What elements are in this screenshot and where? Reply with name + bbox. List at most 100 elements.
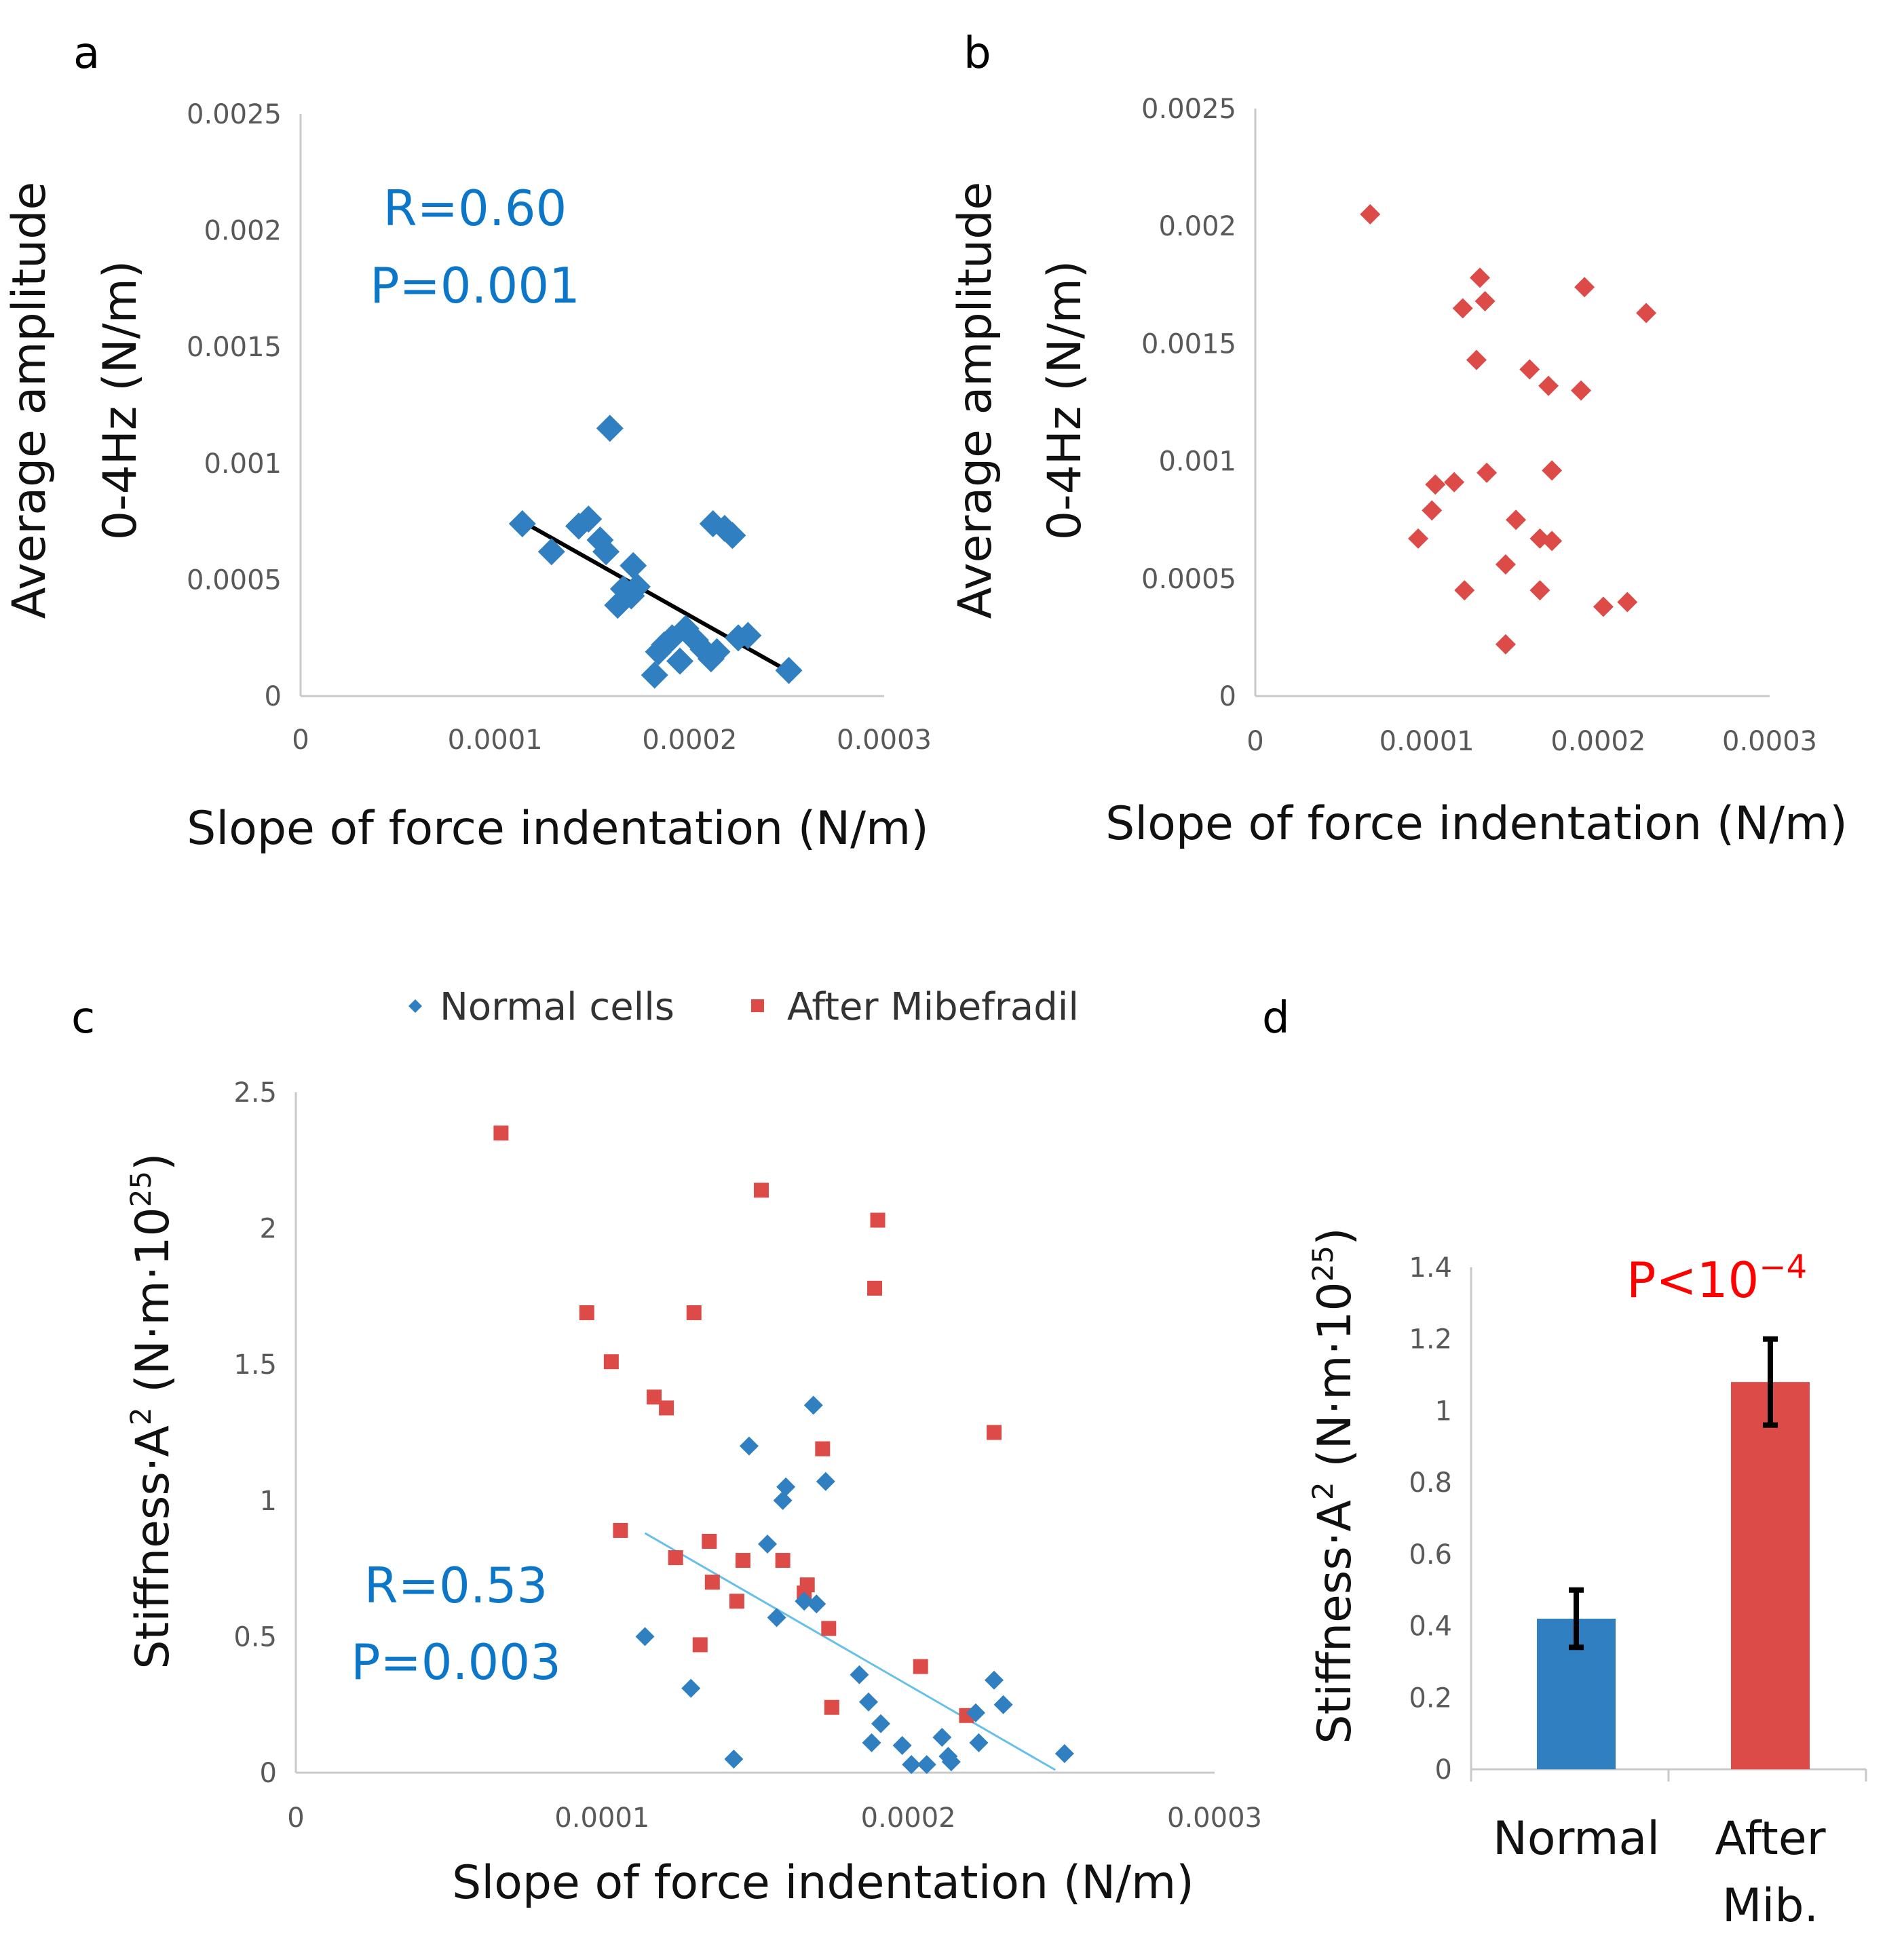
panel-a-y-tick-label: 0.002 bbox=[204, 216, 282, 247]
panel-b-point bbox=[1529, 580, 1550, 601]
panel-a-point bbox=[641, 661, 668, 689]
panel-c-x-title: Slope of force indentation (N/m) bbox=[452, 1856, 1194, 1910]
panel-c-point-mibefradil bbox=[775, 1553, 791, 1568]
panel-b-point bbox=[1425, 474, 1446, 495]
panel-d-y-tick-label: 0.6 bbox=[1409, 1539, 1452, 1571]
panel-c-point-mibefradil bbox=[799, 1577, 815, 1593]
panel-b-y-tick-label: 0.0015 bbox=[1141, 328, 1236, 360]
panel-c-points-mibefradil bbox=[493, 1125, 1002, 1723]
panel-d-bars bbox=[1537, 1336, 1810, 1769]
panel-c-point-mibefradil bbox=[870, 1212, 886, 1228]
panel-b-x-tick-label: 0.0003 bbox=[1722, 726, 1817, 757]
panel-b-point bbox=[1542, 460, 1563, 481]
panel-c-point-normal bbox=[993, 1695, 1013, 1714]
panel-c-point-normal bbox=[941, 1752, 961, 1771]
panel-b-y-tick-label: 0.0005 bbox=[1141, 564, 1236, 595]
panel-c-point-normal bbox=[795, 1592, 814, 1611]
panel-a-point bbox=[596, 415, 624, 442]
panel-c-point-normal bbox=[816, 1471, 835, 1491]
panel-c-point-normal bbox=[850, 1665, 869, 1684]
panel-c-point-normal bbox=[635, 1627, 655, 1646]
panel-c-point-normal bbox=[758, 1534, 778, 1554]
panel-c-point-normal bbox=[871, 1714, 891, 1733]
panel-c-x-ticks: 0 0.0001 0.0002 0.0003 bbox=[287, 1803, 1262, 1834]
panel-b-y-tick-label: 0.001 bbox=[1158, 446, 1236, 478]
panel-c-point-normal bbox=[724, 1749, 744, 1769]
panel-b-points bbox=[1360, 204, 1657, 655]
panel-c-y-tick-label: 2 bbox=[260, 1214, 277, 1245]
panel-b-point bbox=[1477, 462, 1498, 483]
panel-c-point-normal bbox=[807, 1594, 826, 1614]
panel-a-y-tick-label: 0.0025 bbox=[187, 99, 282, 130]
panel-b-x-title: Slope of force indentation (N/m) bbox=[1105, 797, 1848, 851]
panel-a-y-ticks: 0 0.0005 0.001 0.0015 0.002 0.0025 bbox=[187, 99, 282, 712]
panel-b-point bbox=[1466, 349, 1487, 370]
panel-c-point-mibefradil bbox=[579, 1305, 594, 1320]
panel-d-y-tick-label: 1 bbox=[1435, 1395, 1452, 1427]
panel-c-y-tick-label: 0.5 bbox=[233, 1621, 277, 1653]
panel-d-category-mib: Mib. bbox=[1722, 1879, 1819, 1933]
panel-a-y-tick-label: 0.0015 bbox=[187, 332, 282, 363]
panel-c-point-mibefradil bbox=[704, 1575, 720, 1590]
panel-c-point-normal bbox=[739, 1436, 759, 1456]
panel-a-x-tick-label: 0 bbox=[292, 725, 309, 756]
panel-a-p-value: P=0.001 bbox=[370, 257, 580, 314]
panel-b-y-tick-label: 0.0025 bbox=[1141, 94, 1236, 125]
panel-b-y-tick-label: 0 bbox=[1219, 681, 1236, 712]
panel-b-point bbox=[1454, 580, 1475, 601]
panel-c-point-normal bbox=[862, 1733, 881, 1752]
panel-c-point-mibefradil bbox=[824, 1699, 839, 1715]
panel-c-point-normal bbox=[858, 1692, 878, 1712]
panel-c-point-mibefradil bbox=[613, 1522, 628, 1538]
panel-c-r-value: R=0.53 bbox=[364, 1557, 548, 1614]
panel-c-x-tick-label: 0 bbox=[287, 1803, 304, 1834]
panel-d-y-tick-label: 0.4 bbox=[1409, 1611, 1452, 1642]
panel-b-point bbox=[1506, 509, 1527, 531]
panel-c-point-mibefradil bbox=[815, 1441, 831, 1457]
panel-c-point-mibefradil bbox=[913, 1659, 928, 1674]
panel-c-point-normal bbox=[892, 1735, 912, 1755]
panel-a-x-tick-label: 0.0003 bbox=[837, 725, 932, 756]
panel-d-category-after: After bbox=[1715, 1812, 1825, 1866]
panel-c-fit-line-group bbox=[644, 1532, 1056, 1771]
panel-a-r-value: R=0.60 bbox=[383, 180, 567, 237]
panel-c-y-tick-label: 2.5 bbox=[233, 1077, 277, 1109]
panel-c-y-ticks: 0 0.5 1 1.5 2 2.5 bbox=[233, 1077, 277, 1789]
panel-b-point bbox=[1542, 531, 1563, 552]
panel-c-axes bbox=[294, 1092, 1215, 1774]
panel-c-p-value: P=0.003 bbox=[351, 1634, 561, 1691]
panel-a-x-tick-label: 0.0002 bbox=[642, 725, 737, 756]
panel-c-point-mibefradil bbox=[729, 1594, 744, 1609]
panel-c-point-normal bbox=[681, 1678, 701, 1698]
panel-d-y-tick-label: 1.2 bbox=[1409, 1324, 1452, 1355]
panel-c-point-normal bbox=[917, 1754, 936, 1774]
panel-c: c Normal cells After Mibefradil 0 0.5 1 1.5… bbox=[71, 985, 1262, 1910]
panel-c-point-mibefradil bbox=[686, 1305, 702, 1320]
panel-b-point bbox=[1474, 291, 1496, 312]
panel-c-point-mibefradil bbox=[647, 1389, 662, 1405]
panel-c-x-tick-label: 0.0002 bbox=[861, 1803, 956, 1834]
panel-c-point-normal bbox=[767, 1608, 786, 1628]
panel-b-point bbox=[1519, 359, 1540, 380]
panel-d-y-tick-label: 0.2 bbox=[1409, 1682, 1452, 1714]
bar-after-mib bbox=[1731, 1382, 1810, 1769]
panel-a-point bbox=[537, 538, 565, 566]
panel-c-point-normal bbox=[902, 1754, 921, 1774]
panel-a-y-title-line1: Average amplitude bbox=[3, 182, 56, 619]
panel-c-point-mibefradil bbox=[821, 1621, 837, 1636]
panel-a-point bbox=[575, 505, 603, 533]
panel-c-point-normal bbox=[773, 1490, 793, 1510]
panel-a-point bbox=[666, 647, 693, 675]
panel-b-point bbox=[1452, 298, 1473, 319]
panel-b-axes bbox=[1254, 109, 1770, 697]
panel-d-y-ticks: 0 0.2 0.4 0.6 0.8 1 1.2 1.4 bbox=[1409, 1252, 1452, 1786]
legend-normal-label: Normal cells bbox=[440, 985, 674, 1029]
panel-a-point bbox=[775, 657, 803, 685]
panel-a-point bbox=[508, 510, 536, 538]
panel-a-y-title-line2: 0-4Hz (N/m) bbox=[94, 261, 147, 541]
panel-a-x-title: Slope of force indentation (N/m) bbox=[187, 802, 929, 855]
panel-b-point bbox=[1636, 303, 1657, 324]
panel-a-x-tick-label: 0.0001 bbox=[448, 725, 543, 756]
panel-b-point bbox=[1571, 380, 1592, 401]
